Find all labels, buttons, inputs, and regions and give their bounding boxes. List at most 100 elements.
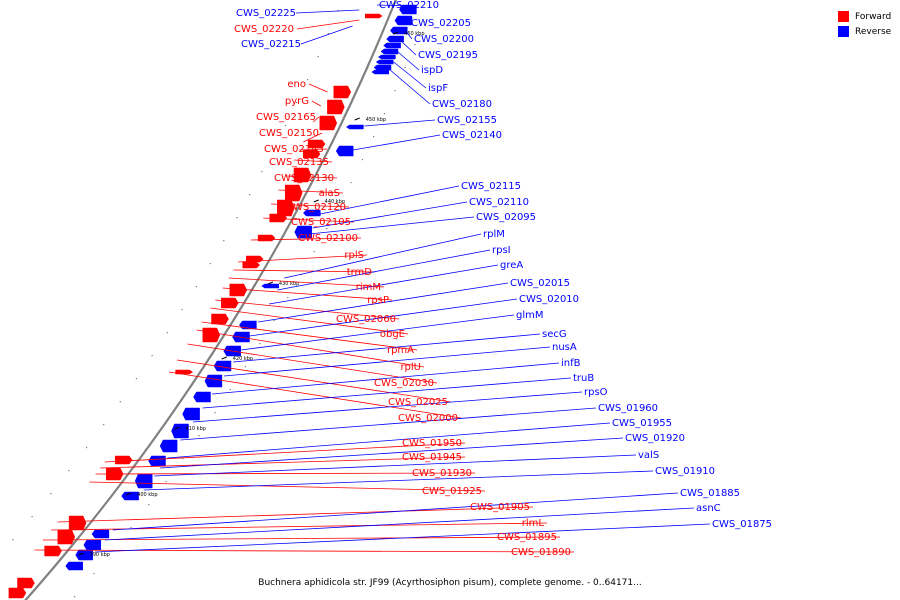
forward-gene-label: rplU (400, 362, 421, 373)
forward-gene-block (302, 149, 321, 159)
reverse-gene-label: ispF (428, 83, 448, 94)
scale-dot (249, 194, 251, 196)
forward-gene-label: rplS (344, 250, 364, 261)
reverse-leader-line (408, 17, 413, 24)
scale-dot (198, 435, 200, 437)
tick-mark (125, 492, 132, 496)
forward-gene-block (8, 587, 27, 599)
tick-mark (354, 117, 360, 121)
reverse-gene-block (383, 42, 401, 49)
reverse-leader-line (309, 216, 475, 235)
forward-gene-label: CWS_01925 (422, 486, 482, 497)
scale-dot (361, 159, 364, 161)
tick-mark (267, 281, 274, 285)
reverse-leader-line (211, 362, 560, 395)
forward-gene-block (68, 515, 87, 531)
forward-gene-block (211, 313, 229, 325)
reverse-leader-line (364, 119, 436, 127)
forward-gene-label: rlmL (522, 518, 545, 529)
scale-dot (12, 539, 14, 541)
reverse-gene-label: CWS_01960 (598, 403, 658, 414)
tick-label: 440 kbp (325, 199, 345, 205)
reverse-leader-line (397, 51, 420, 71)
forward-gene-block (284, 184, 303, 202)
reverse-gene-label: CWS_02210 (379, 0, 439, 11)
scale-dot (273, 148, 275, 150)
reverse-leader-line (295, 9, 360, 14)
forward-leader-line (263, 217, 355, 223)
reverse-leader-line (277, 249, 491, 291)
forward-leader-line (285, 175, 338, 179)
forward-gene-label: trmD (347, 267, 373, 278)
scale-dot (244, 366, 246, 368)
forward-gene-block (277, 199, 295, 217)
reverse-gene-block (91, 529, 110, 539)
forward-leader-line (57, 506, 534, 523)
scale-dot (383, 113, 386, 115)
forward-gene-label: eno (287, 79, 306, 90)
reverse-gene-label: rpsI (492, 245, 511, 256)
reverse-gene-label: CWS_01955 (612, 418, 672, 429)
tick-mark (174, 426, 180, 430)
reverse-gene-block (261, 283, 279, 289)
forward-gene-label: obgE (380, 329, 405, 340)
scale-dot (50, 493, 52, 495)
forward-leader-line (42, 536, 561, 541)
reverse-gene-label: valS (638, 450, 659, 461)
forward-gene-label: CWS_01930 (412, 468, 472, 479)
scale-dot (307, 79, 309, 81)
reverse-leader-line (143, 470, 654, 491)
reverse-leader-line (249, 298, 518, 337)
legend-label-forward: Forward (855, 11, 892, 22)
scale-dot (209, 263, 211, 265)
reverse-gene-label: CWS_02180 (432, 99, 492, 110)
scale-dot (273, 320, 275, 322)
forward-leader-line (201, 321, 418, 351)
reverse-gene-label: CWS_02215 (241, 39, 301, 50)
reverse-gene-label: CWS_02195 (418, 50, 478, 61)
reverse-gene-block (386, 35, 404, 43)
reverse-gene-block (121, 491, 139, 501)
reverse-gene-block (182, 407, 200, 421)
tick-mark (78, 552, 84, 556)
reverse-gene-label: CWS_02115 (461, 181, 521, 192)
reverse-gene-block (377, 54, 396, 60)
forward-gene-label: CWS_02025 (388, 397, 448, 408)
reverse-leader-line (300, 25, 353, 45)
scale-dot (229, 389, 231, 391)
scale-dot (394, 90, 396, 92)
reverse-gene-label: ispD (421, 65, 443, 76)
forward-leader-line (176, 359, 452, 403)
reverse-leader-line (223, 346, 551, 377)
forward-gene-label: CWS_02145 (264, 144, 324, 155)
reverse-gene-label: CWS_02155 (437, 115, 497, 126)
legend: Forward Reverse (838, 9, 891, 39)
scale-dot (338, 205, 340, 207)
forward-gene-block (221, 297, 239, 309)
forward-leader-line (196, 329, 425, 368)
reverse-gene-block (373, 64, 392, 71)
reverse-gene-block (294, 225, 312, 239)
scale-dot (350, 182, 352, 184)
reverse-leader-line (258, 282, 509, 323)
reverse-gene-label: glmM (516, 310, 544, 321)
forward-gene-label: CWS_02150 (259, 128, 319, 139)
forward-gene-label: CWS_01890 (511, 547, 571, 558)
genome-backbone (24, 0, 397, 600)
reverse-leader-line (240, 314, 515, 351)
reverse-leader-line (352, 134, 441, 151)
reverse-gene-block (159, 439, 178, 453)
forward-gene-block (229, 283, 248, 297)
reverse-gene-block (394, 15, 413, 26)
scale-dot (68, 470, 70, 472)
reverse-leader-line (112, 492, 679, 531)
forward-leader-line (303, 132, 323, 143)
legend-item-forward: Forward (838, 9, 891, 24)
reverse-gene-label: CWS_02015 (510, 278, 570, 289)
forward-leader-line (210, 307, 409, 335)
forward-gene-block (333, 85, 352, 99)
reverse-leader-line (269, 264, 499, 305)
reverse-gene-label: CWS_02010 (519, 294, 579, 305)
forward-leader-line (294, 159, 333, 163)
scale-dot (327, 33, 329, 35)
